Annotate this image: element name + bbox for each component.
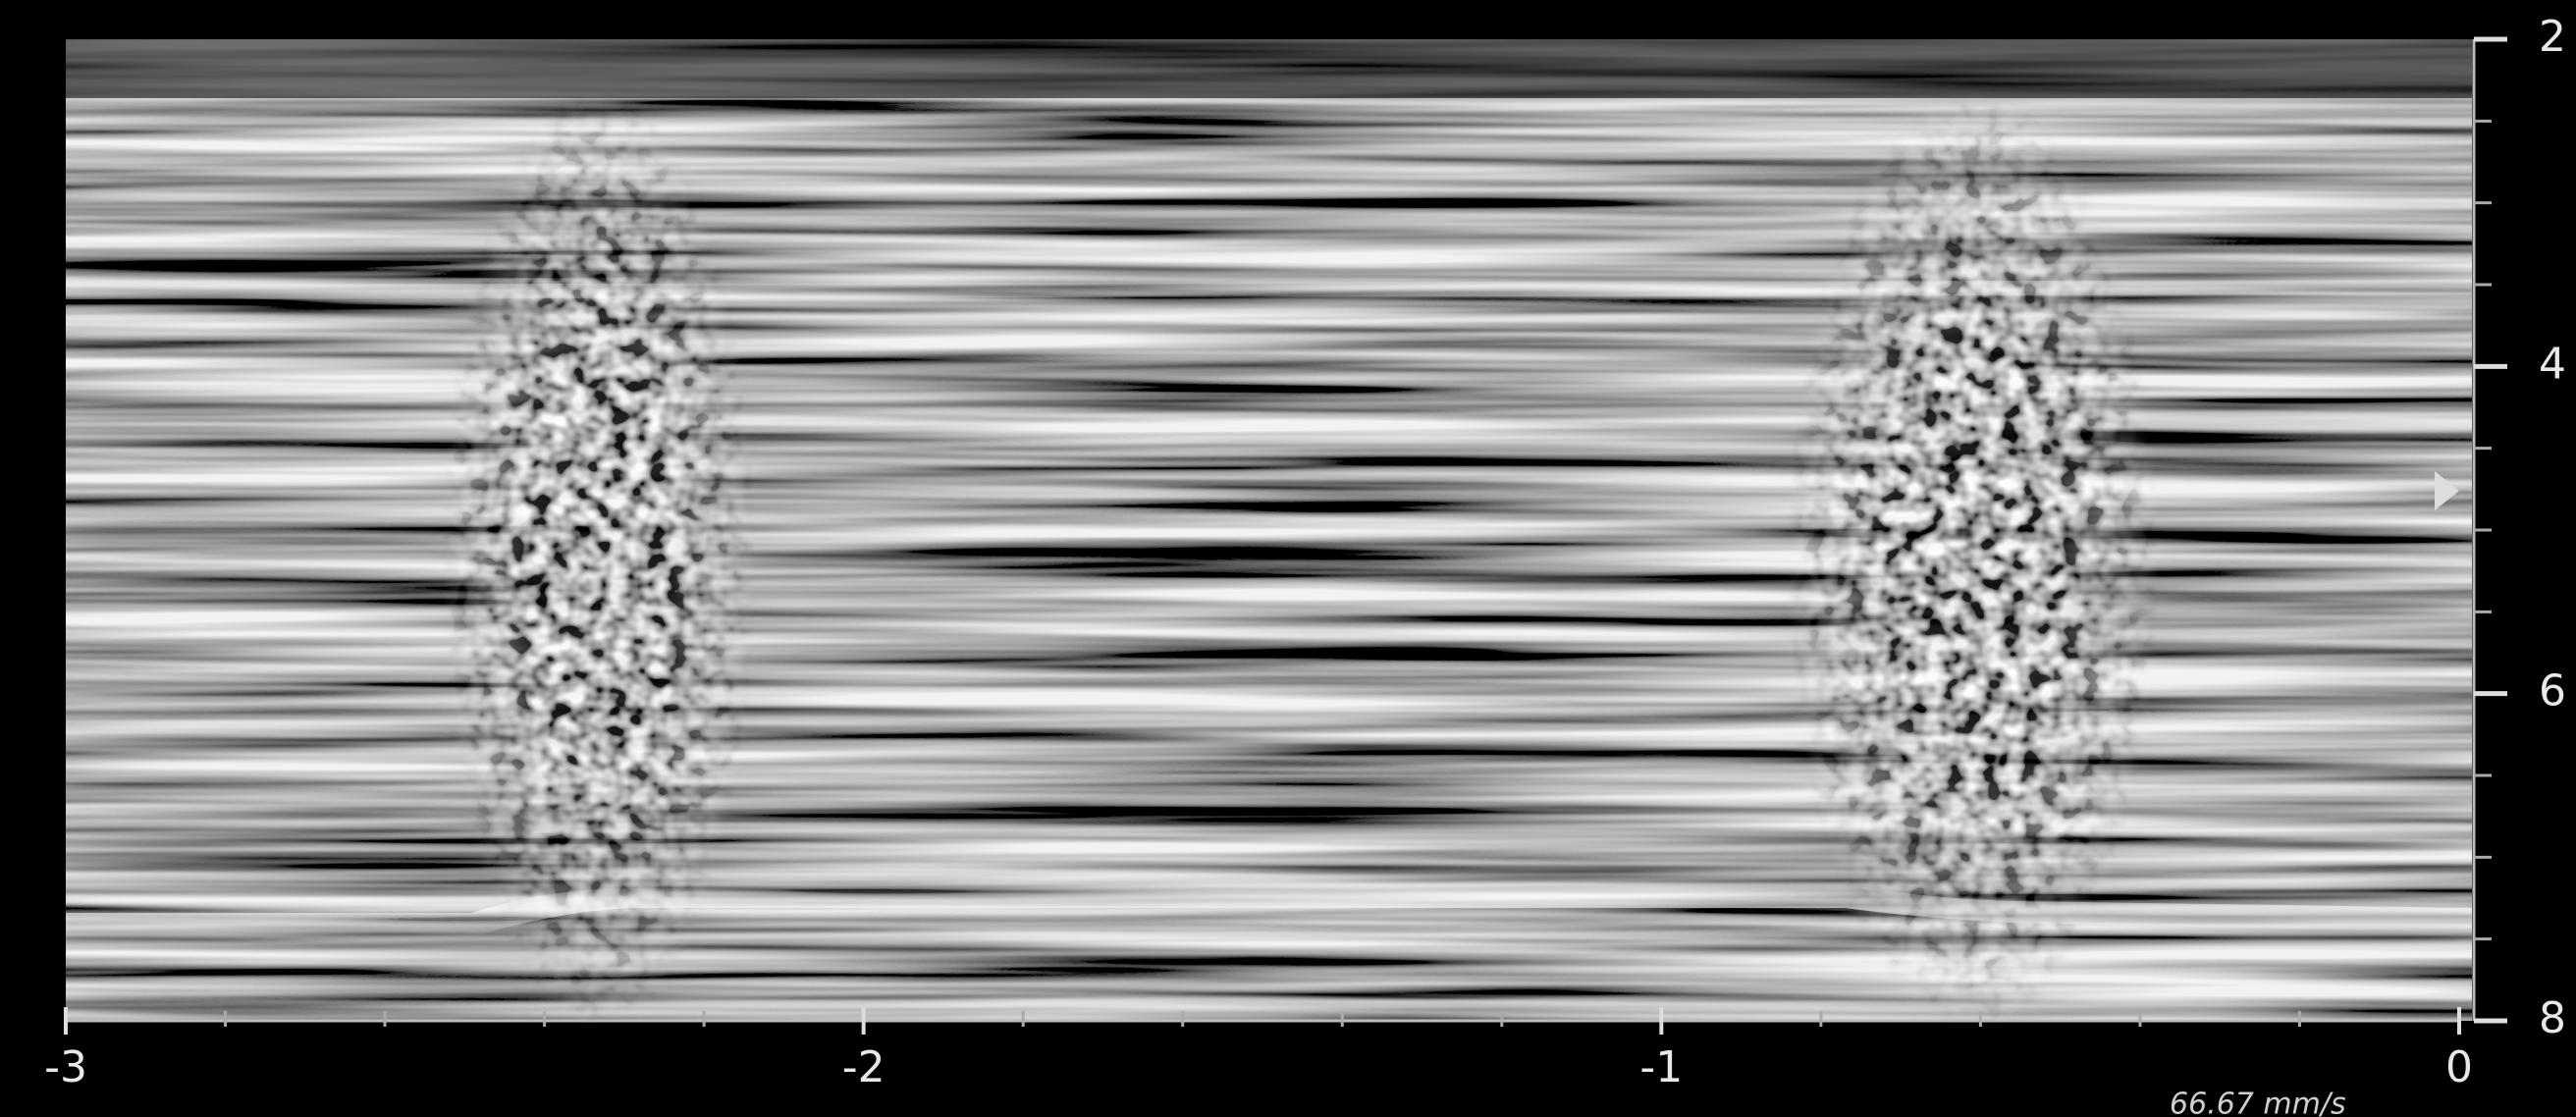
y-tick-label: 2	[2539, 12, 2566, 62]
y-tick-label: 4	[2539, 339, 2566, 389]
x-tick-label: -3	[44, 1042, 87, 1092]
x-tick-label: -2	[842, 1042, 886, 1092]
mmode-screen: -3 -2 -1 0 2 4 6 8 66.67 mm/s	[0, 0, 2576, 1117]
mmode-image	[66, 39, 2472, 1031]
sweep-speed: 66.67 mm/s	[2170, 1088, 2346, 1117]
y-tick-label: 6	[2539, 666, 2566, 717]
page: -3-2-102468 66.67 mm/s (() => { const da…	[0, 0, 2576, 1117]
x-tick-label: -1	[1639, 1042, 1683, 1092]
x-tick-label: 0	[2445, 1042, 2473, 1092]
y-tick-label: 8	[2539, 993, 2566, 1043]
